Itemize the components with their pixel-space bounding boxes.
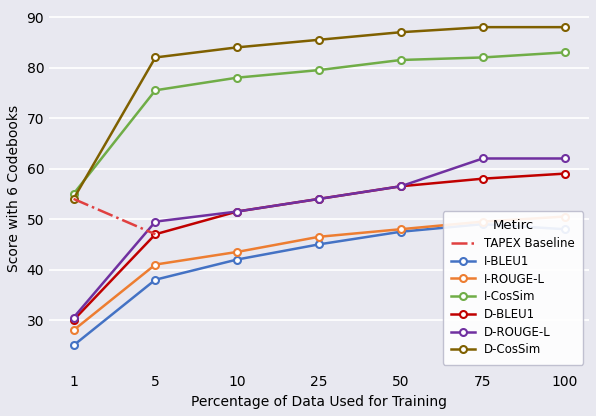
- I-CosSim: [398, 57, 405, 62]
- D-BLEU1: [479, 176, 486, 181]
- I-CosSim: [152, 88, 159, 93]
- Line: D-ROUGE-L: D-ROUGE-L: [70, 155, 568, 321]
- I-CosSim: [479, 55, 486, 60]
- I-BLEU1: [70, 343, 77, 348]
- I-BLEU1: [398, 229, 405, 234]
- D-CosSim: [70, 196, 77, 201]
- D-CosSim: [479, 25, 486, 30]
- Legend: TAPEX Baseline, I-BLEU1, I-ROUGE-L, I-CosSim, D-BLEU1, D-ROUGE-L, D-CosSim: TAPEX Baseline, I-BLEU1, I-ROUGE-L, I-Co…: [443, 211, 583, 365]
- Line: I-CosSim: I-CosSim: [70, 49, 568, 197]
- D-BLEU1: [152, 232, 159, 237]
- I-CosSim: [234, 75, 241, 80]
- Y-axis label: Score with 6 Codebooks: Score with 6 Codebooks: [7, 105, 21, 272]
- D-ROUGE-L: [315, 196, 322, 201]
- D-ROUGE-L: [479, 156, 486, 161]
- D-ROUGE-L: [152, 219, 159, 224]
- D-BLEU1: [315, 196, 322, 201]
- Line: D-BLEU1: D-BLEU1: [70, 170, 568, 324]
- TAPEX Baseline: [70, 196, 77, 201]
- D-CosSim: [152, 55, 159, 60]
- D-ROUGE-L: [398, 184, 405, 189]
- I-ROUGE-L: [561, 214, 568, 219]
- I-ROUGE-L: [315, 234, 322, 239]
- D-CosSim: [561, 25, 568, 30]
- I-CosSim: [70, 191, 77, 196]
- I-ROUGE-L: [234, 250, 241, 255]
- D-BLEU1: [70, 318, 77, 323]
- Line: I-ROUGE-L: I-ROUGE-L: [70, 213, 568, 334]
- D-CosSim: [234, 45, 241, 50]
- I-BLEU1: [234, 257, 241, 262]
- D-ROUGE-L: [70, 315, 77, 320]
- X-axis label: Percentage of Data Used for Training: Percentage of Data Used for Training: [191, 395, 447, 409]
- TAPEX Baseline: [152, 232, 159, 237]
- I-ROUGE-L: [398, 227, 405, 232]
- I-CosSim: [315, 67, 322, 72]
- I-ROUGE-L: [70, 328, 77, 333]
- I-ROUGE-L: [479, 219, 486, 224]
- I-BLEU1: [479, 222, 486, 227]
- Line: D-CosSim: D-CosSim: [70, 24, 568, 202]
- D-CosSim: [398, 30, 405, 35]
- D-ROUGE-L: [234, 209, 241, 214]
- D-BLEU1: [398, 184, 405, 189]
- I-ROUGE-L: [152, 262, 159, 267]
- I-BLEU1: [561, 227, 568, 232]
- D-ROUGE-L: [561, 156, 568, 161]
- Line: I-BLEU1: I-BLEU1: [70, 220, 568, 349]
- I-BLEU1: [315, 242, 322, 247]
- D-BLEU1: [561, 171, 568, 176]
- D-BLEU1: [234, 209, 241, 214]
- I-CosSim: [561, 50, 568, 55]
- Line: TAPEX Baseline: TAPEX Baseline: [73, 199, 156, 234]
- D-CosSim: [315, 37, 322, 42]
- I-BLEU1: [152, 277, 159, 282]
